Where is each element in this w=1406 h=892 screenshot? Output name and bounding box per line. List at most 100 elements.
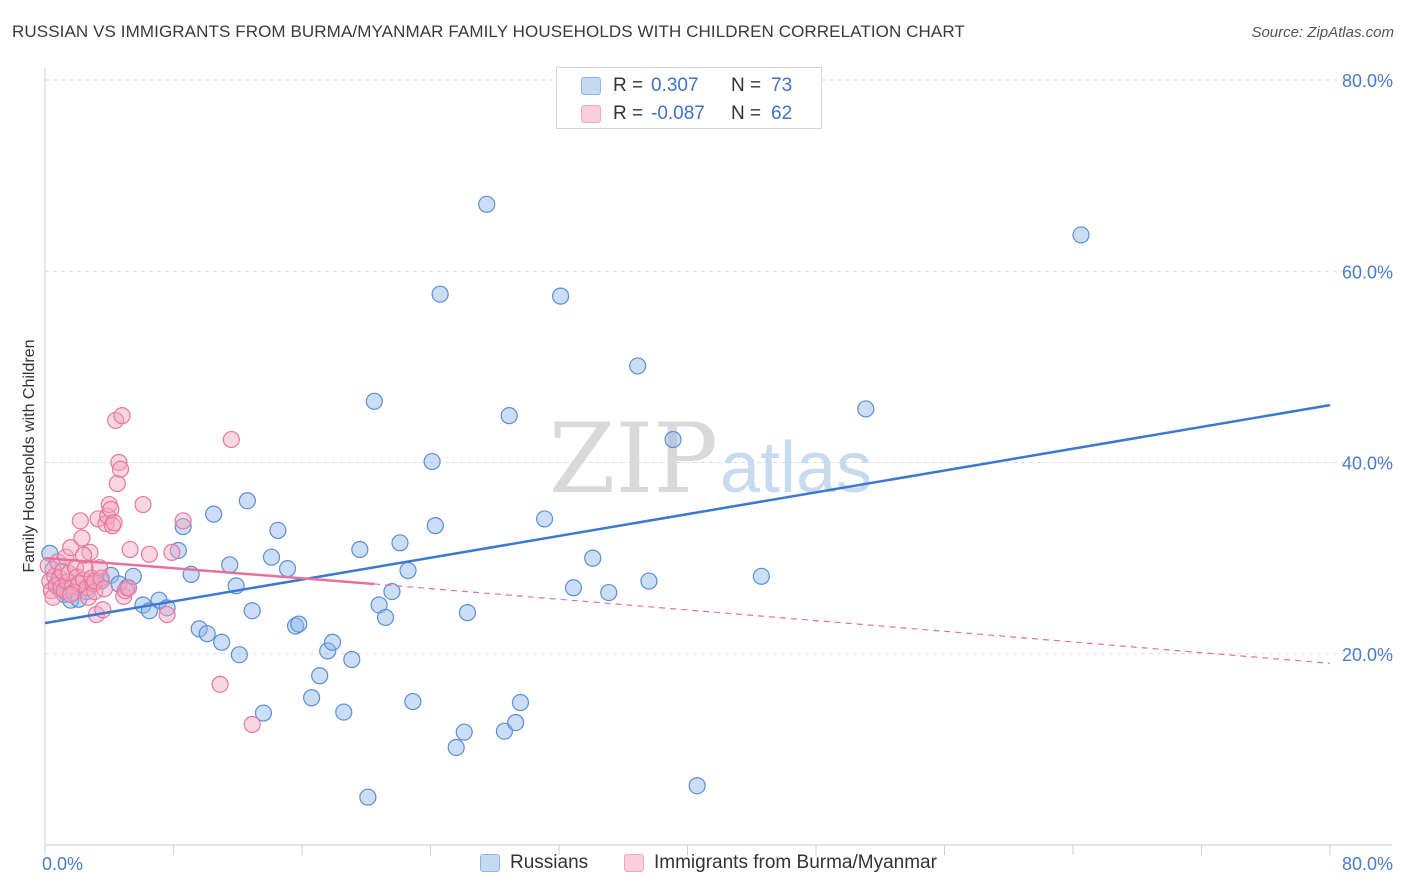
y-tick-labels: 20.0% 40.0% 60.0% 80.0% <box>1342 71 1393 665</box>
russians-point <box>359 788 377 806</box>
grid-lines <box>45 79 1392 655</box>
russians-point <box>174 517 192 536</box>
burma-point <box>163 543 181 561</box>
russians-point <box>584 549 602 567</box>
russians-point <box>423 452 441 471</box>
russians-point <box>404 692 422 711</box>
chart-title: RUSSIAN VS IMMIGRANTS FROM BURMA/MYANMAR… <box>12 22 965 41</box>
russians-point <box>278 560 297 578</box>
burma-point <box>211 675 229 693</box>
russians-point <box>376 608 395 627</box>
russians-point <box>198 625 216 643</box>
russians-swatch <box>581 77 601 95</box>
russians-point <box>478 195 496 213</box>
russians-point <box>205 505 223 523</box>
russians-point <box>383 582 401 601</box>
russians-point <box>500 407 518 425</box>
burma-point <box>79 588 97 606</box>
russians-point <box>303 689 321 707</box>
burma-point <box>134 495 152 514</box>
russians-point <box>455 723 473 741</box>
russians-point <box>426 517 444 535</box>
burma-trend-line <box>44 556 375 586</box>
burma-point <box>174 512 192 530</box>
r-value: 0.307 <box>651 75 699 96</box>
legend-label-burma: Immigrants from Burma/Myanmar <box>654 852 937 873</box>
russians-point <box>365 392 383 410</box>
russians-point <box>688 777 706 795</box>
series-burma <box>39 407 261 734</box>
russians-point <box>399 561 417 580</box>
russians-point <box>269 521 287 539</box>
legend-label-russians: Russians <box>510 852 589 873</box>
n-value: 73 <box>771 75 793 96</box>
stats-row-russians: R = 0.307 N = 73 <box>581 74 792 98</box>
burma-point <box>140 545 159 563</box>
x-tick-label-max: 80.0% <box>1342 854 1393 874</box>
burma-point <box>71 512 89 530</box>
legend-item-russians[interactable]: Russians <box>480 852 588 874</box>
russians-point <box>511 693 530 712</box>
burma-point <box>89 510 107 528</box>
burma-point <box>243 715 261 734</box>
r-value: -0.087 <box>651 103 705 124</box>
r-label: R = <box>613 75 644 96</box>
russians-point <box>391 534 409 552</box>
legend-item-burma[interactable]: Immigrants from Burma/Myanmar <box>624 852 937 874</box>
russians-point <box>351 540 369 559</box>
russians-point <box>447 738 465 757</box>
burma-point <box>62 539 80 557</box>
source-label: Source: ZipAtlas.com <box>1251 24 1394 41</box>
burma-point <box>111 460 130 478</box>
burma-point <box>158 605 176 624</box>
burma-point <box>92 569 110 587</box>
russians-point <box>535 510 554 528</box>
russians-point <box>190 620 208 638</box>
y-tick-label-1: 20.0% <box>1342 645 1393 665</box>
burma-swatch <box>581 105 601 123</box>
russians-point <box>238 492 256 510</box>
russians-point <box>213 633 231 651</box>
russians-point <box>169 541 187 560</box>
russians-point <box>221 556 239 574</box>
burma-point <box>95 580 114 598</box>
burma-point <box>73 529 91 547</box>
russians-point <box>752 567 770 585</box>
burma-point <box>108 474 126 493</box>
burma-legend-swatch <box>624 854 644 872</box>
burma-point <box>110 453 128 472</box>
x-tick-label-min: 0.0% <box>42 854 83 874</box>
n-value: 62 <box>771 103 793 124</box>
russians-point <box>857 400 875 418</box>
burma-point <box>116 582 134 600</box>
russians-point <box>311 667 329 685</box>
russians-point <box>323 633 342 651</box>
russians-point <box>564 579 583 597</box>
russians-point <box>664 430 682 449</box>
axes <box>44 68 1392 855</box>
burma-point <box>222 430 240 449</box>
burma-trend-extension <box>374 583 1331 664</box>
russians-point <box>640 572 658 590</box>
burma-point <box>119 579 138 597</box>
series-legend: Russians Immigrants from Burma/Myanmar <box>0 852 1406 876</box>
russians-point <box>254 704 273 722</box>
russians-point <box>507 713 525 732</box>
russians-legend-swatch <box>480 854 500 872</box>
burma-point <box>74 546 93 564</box>
n-label: N = <box>731 75 762 96</box>
data-points <box>39 195 1090 806</box>
burma-point <box>54 562 72 581</box>
russians-point <box>243 602 261 620</box>
burma-point <box>60 564 78 583</box>
y-axis-title: Family Households with Children <box>21 340 38 573</box>
russians-point <box>1072 226 1090 244</box>
stats-legend: R = 0.307 N = 73 R = -0.087 N = 62 <box>556 67 822 129</box>
russians-point <box>600 583 618 602</box>
x-tick-labels: 0.0% 80.0% <box>42 854 1393 874</box>
russians-point <box>335 703 353 721</box>
y-tick-label-3: 60.0% <box>1342 262 1393 282</box>
watermark-zip: ZIP <box>549 403 718 515</box>
russians-point <box>431 285 449 303</box>
